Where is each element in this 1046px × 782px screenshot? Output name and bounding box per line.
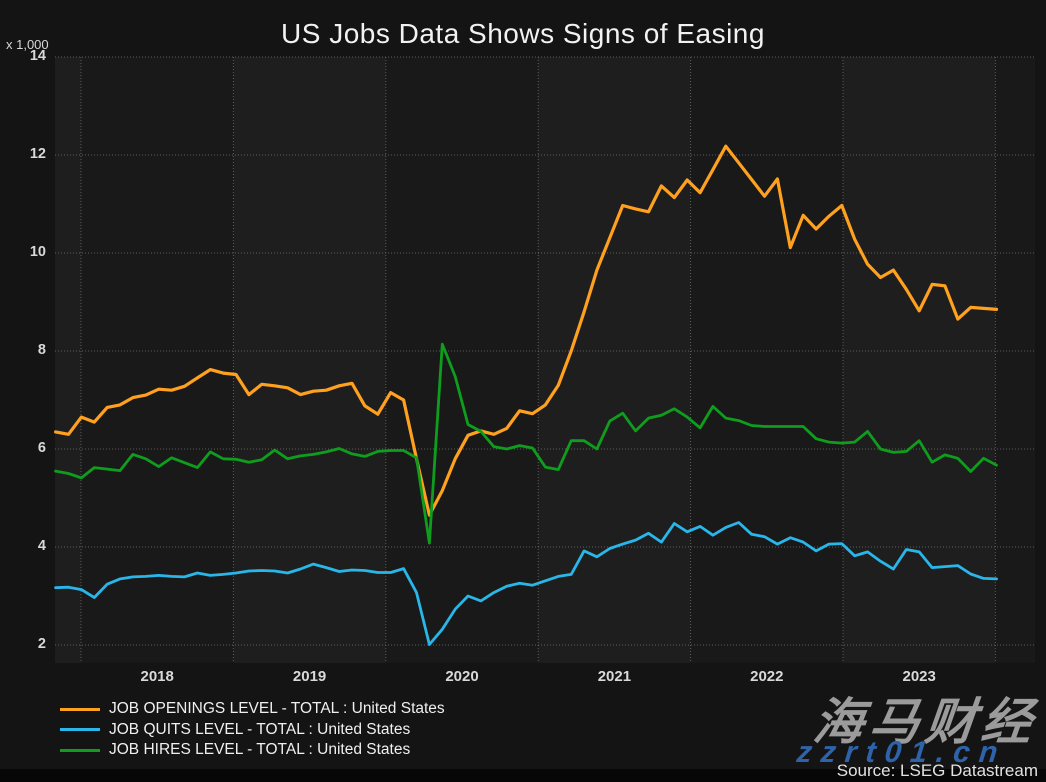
plot-band <box>843 57 996 663</box>
legend-row: JOB OPENINGS LEVEL - TOTAL : United Stat… <box>60 699 445 720</box>
plot-band <box>995 57 1035 663</box>
series-line-2 <box>54 521 998 646</box>
x-tick-label: 2022 <box>750 668 784 685</box>
y-axis-unit-label: x 1,000 <box>6 37 49 52</box>
plot-band <box>55 57 81 663</box>
legend: JOB OPENINGS LEVEL - TOTAL : United Stat… <box>60 699 445 761</box>
legend-line-swatch <box>60 728 100 732</box>
plot-band <box>538 57 691 663</box>
y-tick-label: 6 <box>37 440 46 456</box>
plot-band <box>81 57 234 663</box>
legend-label: JOB HIRES LEVEL - TOTAL : United States <box>109 741 411 759</box>
x-tick-label: 2019 <box>292 668 327 685</box>
x-tick-label: 2021 <box>597 668 632 685</box>
y-tick-label: 10 <box>29 244 46 260</box>
plot-band <box>233 57 386 663</box>
y-tick-label: 12 <box>29 146 46 162</box>
chart-title: US Jobs Data Shows Signs of Easing <box>281 18 765 49</box>
x-tick-label: 2020 <box>445 668 479 685</box>
bottom-strip <box>0 769 1046 782</box>
plot-band <box>385 57 539 663</box>
legend-row: JOB QUITS LEVEL - TOTAL : United States <box>60 720 445 741</box>
series-line-3 <box>54 342 998 545</box>
y-tick-label: 4 <box>37 538 46 554</box>
y-tick-label: 2 <box>37 636 46 652</box>
x-tick-label: 2018 <box>140 668 174 685</box>
source-attribution: Source: LSEG Datastream <box>836 761 1038 780</box>
legend-line-swatch <box>60 748 100 752</box>
y-tick-label: 14 <box>29 48 46 64</box>
legend-label: JOB OPENINGS LEVEL - TOTAL : United Stat… <box>109 700 445 718</box>
legend-label: JOB QUITS LEVEL - TOTAL : United States <box>109 720 411 738</box>
y-tick-label: 8 <box>37 342 46 358</box>
legend-row: JOB HIRES LEVEL - TOTAL : United States <box>60 740 445 761</box>
x-tick-label: 2023 <box>902 668 936 685</box>
legend-line-swatch <box>60 707 100 711</box>
plot-band <box>690 57 843 663</box>
series-line-1 <box>53 144 999 517</box>
